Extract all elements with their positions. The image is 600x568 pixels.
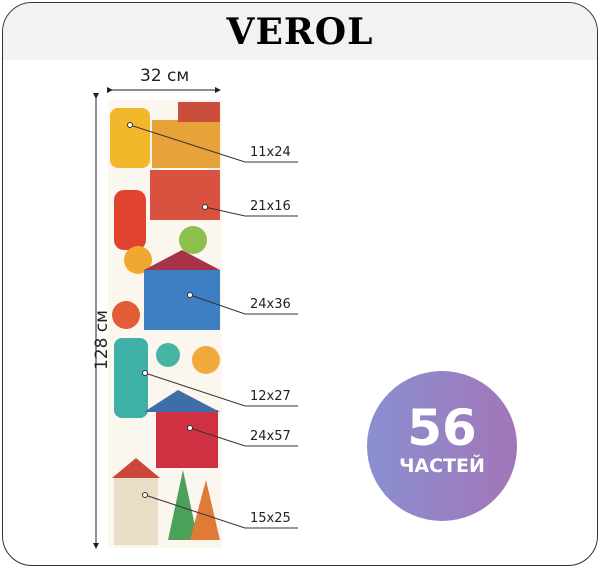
part-size-label: 15x25	[250, 511, 291, 526]
sticker-illustration	[108, 100, 222, 548]
part-size-label: 24x57	[250, 429, 291, 444]
taxi-car	[110, 108, 150, 168]
width-label: 32 см	[140, 66, 190, 86]
house-pink	[156, 410, 218, 468]
parts-count-badge: 56 ЧАСТЕЙ	[367, 371, 517, 521]
parts-count: 56	[407, 399, 477, 457]
teal-truck	[114, 338, 148, 418]
part-size-label: 12x27	[250, 389, 291, 404]
house-blue	[144, 270, 220, 330]
red-car	[114, 190, 146, 250]
house-red	[150, 170, 220, 220]
house-stone	[114, 475, 158, 545]
part-size-label: 11x24	[250, 145, 291, 160]
house-yellow	[152, 120, 220, 168]
part-size-label: 21x16	[250, 199, 291, 214]
header-band: VEROL	[3, 3, 597, 60]
part-size-label: 24x36	[250, 297, 291, 312]
parts-count-label: ЧАСТЕЙ	[399, 455, 485, 477]
brand-logo: VEROL	[226, 11, 374, 53]
